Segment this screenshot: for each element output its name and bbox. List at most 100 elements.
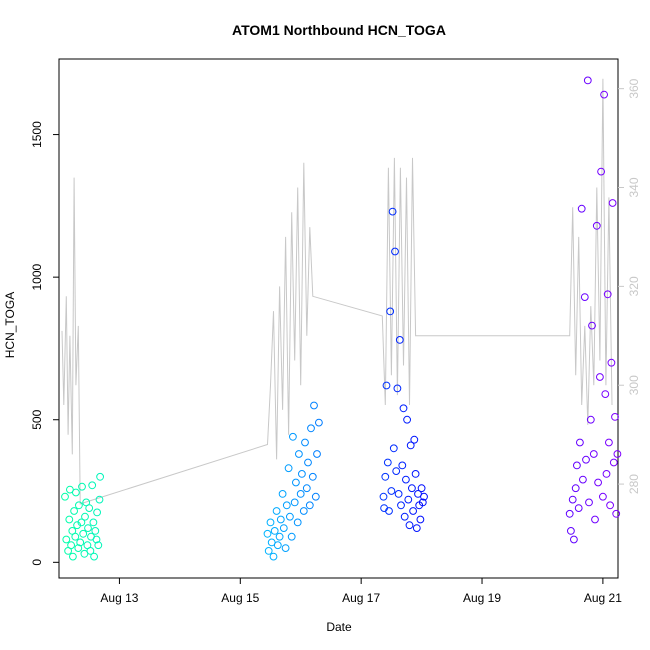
data-point [313, 450, 321, 458]
data-point [579, 475, 587, 484]
data-point [75, 501, 83, 510]
data-point [275, 532, 284, 541]
data-point [392, 467, 401, 476]
x-tick-label: Aug 19 [463, 591, 501, 605]
data-point [398, 461, 407, 470]
left-axis-scatter-series [61, 76, 622, 561]
data-point [576, 438, 584, 447]
x-tick-label: Aug 15 [221, 591, 259, 605]
y-axis-right: 280 300 320 340 360 [618, 78, 641, 494]
data-point [608, 199, 617, 207]
data-point [73, 521, 81, 530]
data-point [613, 450, 622, 458]
data-point [586, 415, 595, 424]
data-point [594, 478, 602, 487]
data-point [263, 529, 272, 538]
data-point [78, 482, 86, 491]
data-point [71, 532, 80, 541]
data-point [416, 515, 425, 524]
y-left-tick-label: 1000 [30, 263, 44, 290]
data-point [570, 535, 578, 544]
data-point [292, 478, 300, 487]
right-axis-line-series [61, 78, 613, 505]
data-point [69, 552, 77, 561]
data-point [298, 470, 306, 478]
data-point [402, 475, 410, 484]
y-left-tick-label: 1500 [30, 121, 44, 148]
data-point [400, 512, 409, 521]
data-point [571, 484, 580, 493]
data-point [264, 547, 273, 555]
data-point [379, 492, 388, 501]
y-right-tick-label: 280 [627, 474, 641, 494]
data-point [611, 413, 619, 421]
data-point [404, 495, 413, 504]
data-point [301, 438, 309, 447]
data-point [589, 450, 598, 458]
data-point [420, 492, 428, 501]
data-point [311, 492, 320, 501]
data-point [609, 458, 618, 467]
data-point [304, 458, 312, 467]
y-axis-left: 0 500 1000 1500 [30, 121, 59, 566]
data-point [607, 358, 616, 367]
data-point [393, 384, 402, 393]
data-point [388, 207, 397, 216]
data-point [307, 424, 315, 433]
data-point [282, 501, 291, 510]
data-point [286, 512, 294, 521]
data-point [412, 524, 421, 532]
data-point [383, 458, 392, 467]
data-point [397, 501, 405, 510]
x-axis: Aug 13 Aug 15 Aug 17 Aug 19 Aug 21 [100, 578, 622, 605]
data-point [77, 518, 86, 527]
data-point [582, 455, 590, 464]
data-point [296, 490, 305, 498]
data-point [269, 552, 278, 561]
data-point [81, 512, 89, 521]
data-point [405, 521, 414, 530]
data-point [92, 535, 101, 544]
y-axis-label: HCN_TOGA [3, 292, 17, 358]
data-point [592, 221, 601, 230]
data-point [272, 507, 281, 515]
data-point [418, 498, 427, 507]
data-point [580, 293, 589, 302]
data-point [588, 321, 596, 330]
x-tick-label: Aug 17 [342, 591, 380, 605]
data-point [417, 484, 426, 493]
data-point [93, 508, 101, 517]
data-point [568, 495, 577, 504]
data-point [601, 390, 610, 399]
data-point [76, 538, 85, 547]
data-point [389, 444, 398, 453]
data-point [603, 290, 612, 299]
y-right-tick-label: 320 [627, 276, 641, 296]
data-point [385, 507, 393, 515]
data-point [85, 504, 94, 513]
data-point [62, 535, 71, 544]
data-point [605, 438, 613, 447]
y-right-tick-label: 360 [627, 78, 641, 98]
data-point [409, 507, 418, 515]
data-point [61, 492, 69, 501]
data-point [567, 527, 575, 535]
data-point [89, 518, 98, 527]
data-point [273, 541, 282, 550]
data-point [72, 488, 80, 497]
data-point [289, 432, 297, 441]
data-point [606, 501, 614, 510]
data-point [382, 381, 391, 390]
data-point [583, 76, 592, 85]
data-point [302, 484, 311, 493]
data-point [577, 204, 586, 213]
data-point [299, 507, 308, 515]
data-point [381, 472, 390, 481]
data-point [96, 472, 104, 481]
x-axis-label: Date [326, 620, 352, 634]
data-point [270, 527, 279, 535]
x-tick-label: Aug 21 [584, 591, 622, 605]
data-point [295, 450, 303, 458]
y-left-tick-label: 0 [30, 559, 44, 566]
